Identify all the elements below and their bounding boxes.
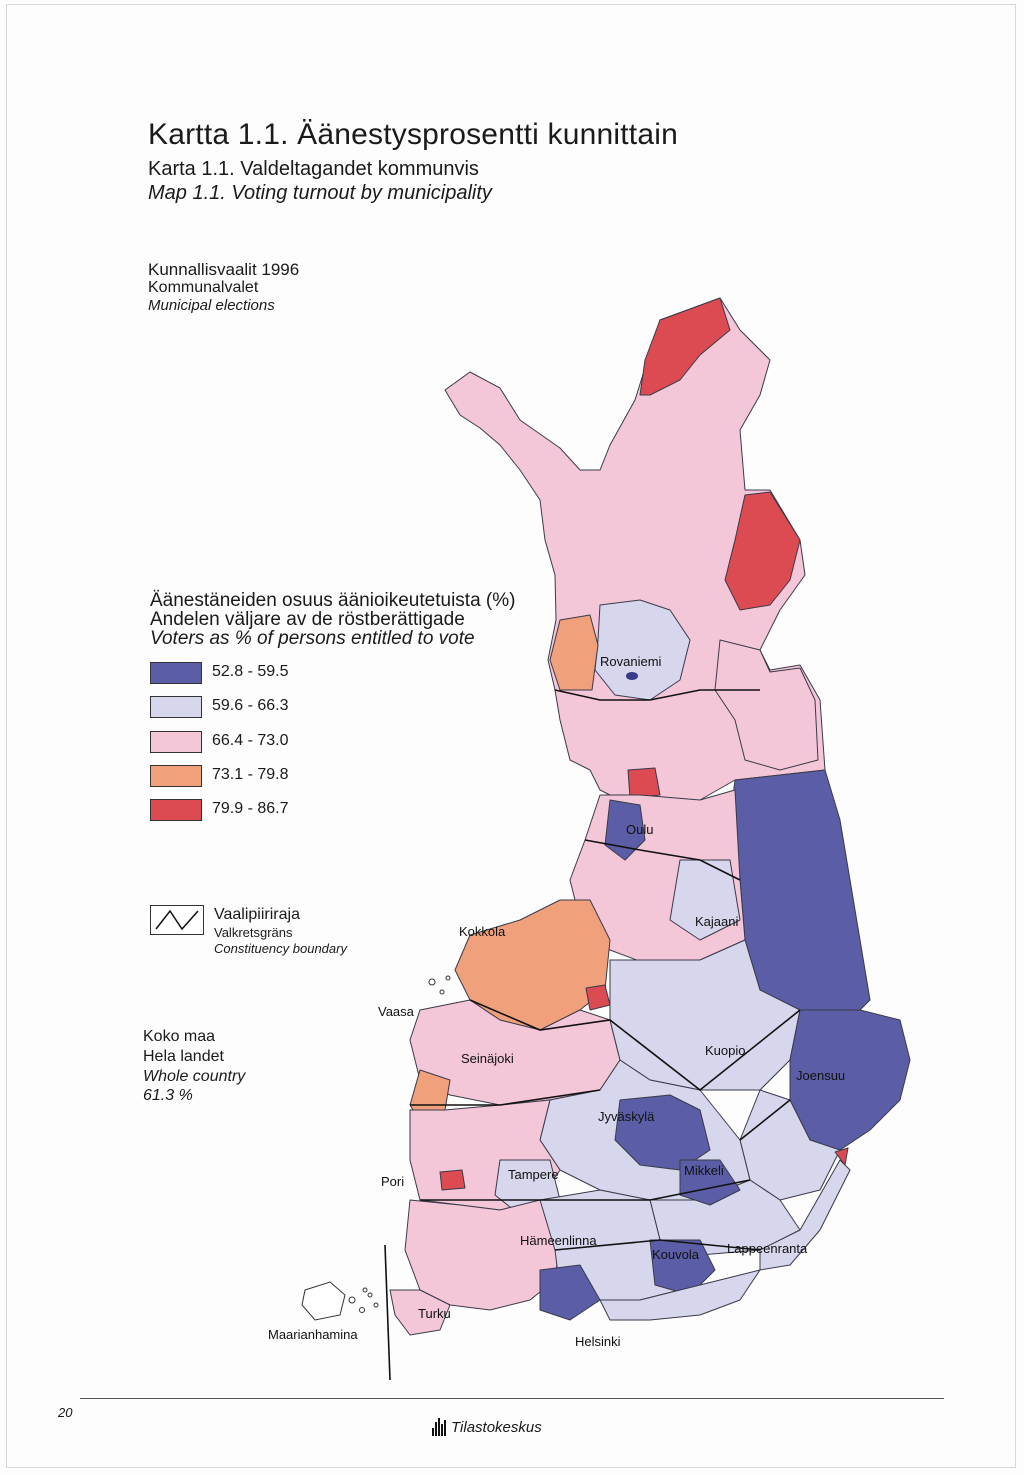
region-uusimaa-west [539,1264,601,1321]
region-lappeenranta [834,1147,849,1166]
city-label-mikkeli: Mikkeli [684,1163,724,1178]
region-east-lapland [714,639,819,771]
footer-rule [80,1398,944,1399]
page-border [6,4,1016,1468]
rovaniemi-marker [626,672,638,680]
region-oulu-north [627,767,661,799]
city-label-maarianhamina: Maarianhamina [268,1327,358,1342]
city-label-pori: Pori [381,1174,405,1189]
whole-country-value: 61.3 % [143,1087,193,1104]
city-label-tampere: Tampere [508,1167,559,1182]
legend-swatch-class-1 [150,662,202,684]
constituency-boundary [554,689,760,701]
boundary-label-finnish: Vaalipiiriraja [214,906,300,923]
city-label-rovaniemi: Rovaniemi [600,654,662,669]
region-turku-archipelago [389,1289,451,1336]
city-label-kokkola: Kokkola [459,924,506,939]
legend-swatch-class-5 [150,799,202,821]
legend-label-class-3: 66.4 - 73.0 [212,732,289,749]
region-kokkola-red [585,984,611,1011]
legend-swatch-class-4 [150,765,202,787]
constituency-boundary [739,1099,791,1141]
publisher-logo: Tilastokeskus [432,1418,542,1436]
region-north-karelia [789,1009,911,1151]
constituency-boundary [584,839,741,881]
city-label-helsinki: Helsinki [575,1334,621,1349]
region-kouvola [649,1239,716,1296]
election-finnish: Kunnallisvaalit 1996 [148,260,300,279]
whole-country-finnish: Koko maa [143,1028,216,1045]
constituency-boundary [420,1179,751,1201]
constituency-boundary [469,999,801,1092]
legend-title-swedish: Andelen väljare av de röstberättigade [150,609,465,630]
election-swedish: Kommunalvalet [148,279,259,296]
region-western-lapland [549,614,599,691]
boundary-line-icon [150,905,204,935]
city-label-kuopio: Kuopio [705,1043,746,1058]
region-salla [724,491,801,611]
city-label-vaasa: Vaasa [378,1004,414,1019]
legend-label-class-1: 52.8 - 59.5 [212,663,289,680]
constituency-boundary [384,1244,391,1381]
region-south-karelia [759,1159,851,1271]
city-label-joensuu: Joensuu [796,1068,846,1083]
city-label-seinajoki: Seinäjoki [461,1051,514,1066]
legend-title-finnish: Äänestäneiden osuus äänioikeutetuista (%… [150,590,516,611]
city-label-jyvaskyla: Jyväskylä [598,1109,655,1124]
tilastokeskus-logo-icon [432,1418,446,1436]
region-utsjoki [639,297,731,396]
constituency-boundary [554,1239,761,1251]
page-number: 20 [58,1405,73,1420]
constituency-boundary [410,1089,601,1106]
legend-title-english: Voters as % of persons entitled to vote [150,628,475,649]
boundary-label-english: Constituency boundary [214,941,347,956]
city-label-oulu: Oulu [626,822,654,837]
city-label-kouvola: Kouvola [652,1247,699,1262]
legend-label-class-2: 59.6 - 66.3 [212,697,289,714]
aland-islands [301,1281,346,1321]
region-uusimaa [599,1269,761,1321]
whole-country-swedish: Hela landet [143,1048,224,1065]
city-label-lappeenranta: Lappeenranta [727,1241,808,1256]
region-mikkeli [679,1159,741,1206]
city-label-kajaani: Kajaani [695,914,739,929]
legend-label-class-4: 73.1 - 79.8 [212,766,289,783]
region-southwest [404,1199,561,1311]
boundary-label-swedish: Valkretsgräns [214,925,293,940]
whole-country-english: Whole country [143,1068,246,1085]
election-english: Municipal elections [148,297,275,314]
region-pori [439,1169,466,1191]
city-label-turku: Turku [418,1306,451,1321]
title-swedish: Karta 1.1. Valdeltagandet kommunvis [148,158,479,180]
city-label-hameenlinna: Hämeenlinna [520,1233,597,1248]
legend-swatch-class-2 [150,696,202,718]
title-finnish: Kartta 1.1. Äänestysprosentti kunnittain [148,118,678,151]
legend-label-class-5: 79.9 - 86.7 [212,800,289,817]
legend-swatch-class-3 [150,731,202,753]
publisher-name: Tilastokeskus [451,1418,542,1436]
region-pudasjarvi [669,859,741,941]
region-north-savo [609,939,801,1091]
title-english: Map 1.1. Voting turnout by municipality [148,182,492,204]
